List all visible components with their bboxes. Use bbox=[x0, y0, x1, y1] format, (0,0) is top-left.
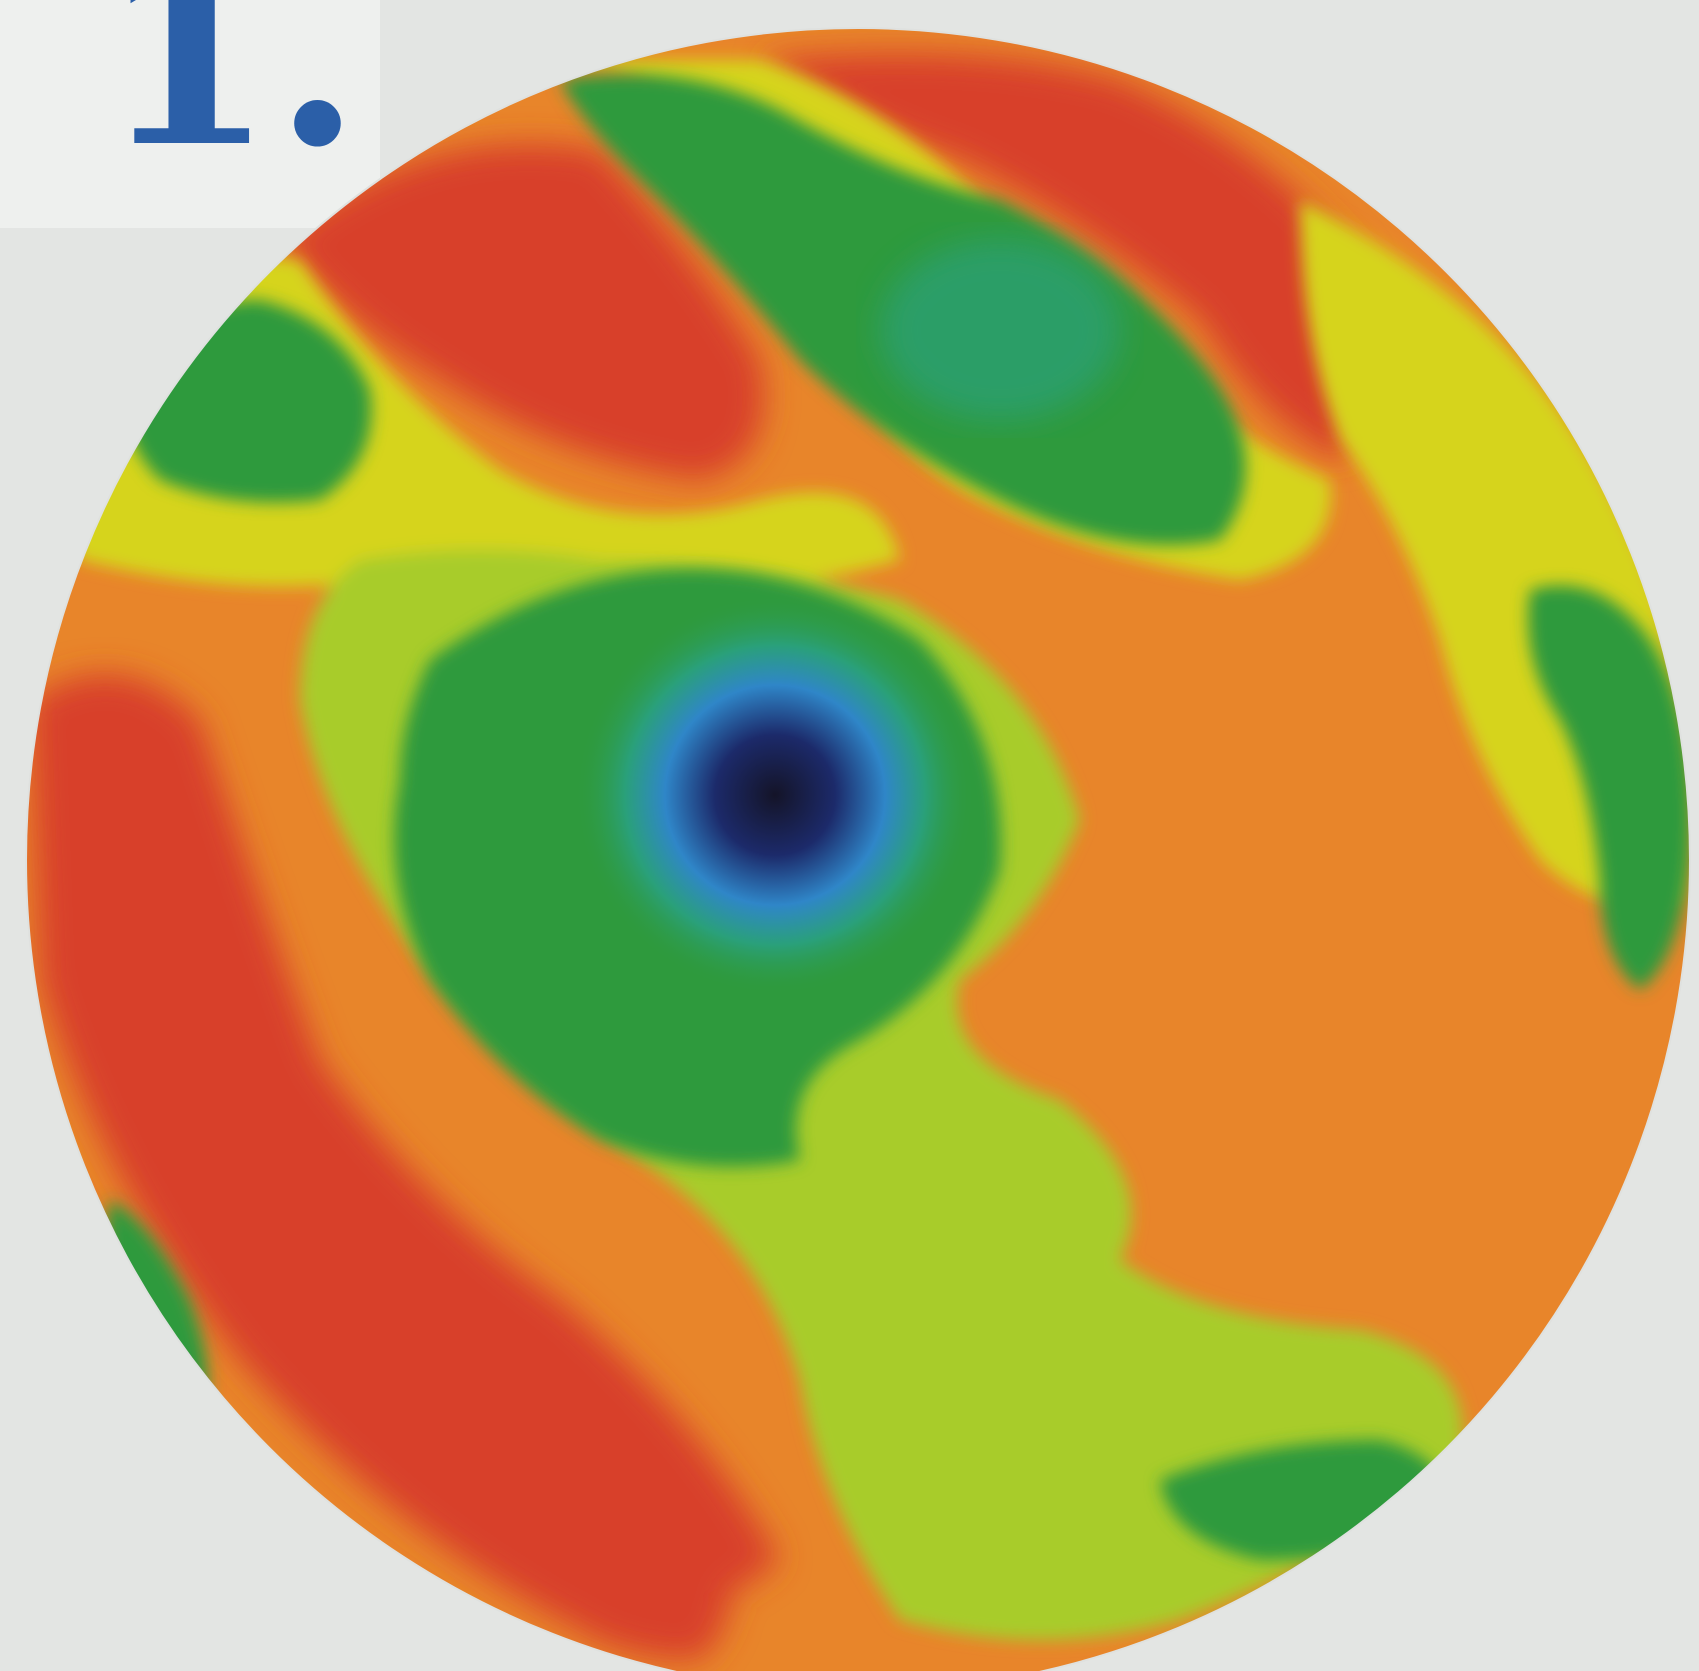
green-basin-right bbox=[1528, 585, 1690, 990]
red-ridge-left bbox=[30, 674, 780, 1624]
teal-shade-top-basin bbox=[880, 240, 1120, 420]
disc-outline bbox=[25, 27, 1691, 1671]
red-ridges bbox=[30, 53, 1376, 1660]
red-ridge-top-right bbox=[760, 53, 1376, 460]
central-depression bbox=[575, 595, 975, 995]
red-ridge-top bbox=[280, 144, 764, 480]
panel-label: 1. bbox=[100, 0, 361, 202]
red-ridge-bottom bbox=[504, 1380, 730, 1660]
panel-label-card: 1. bbox=[0, 0, 380, 228]
